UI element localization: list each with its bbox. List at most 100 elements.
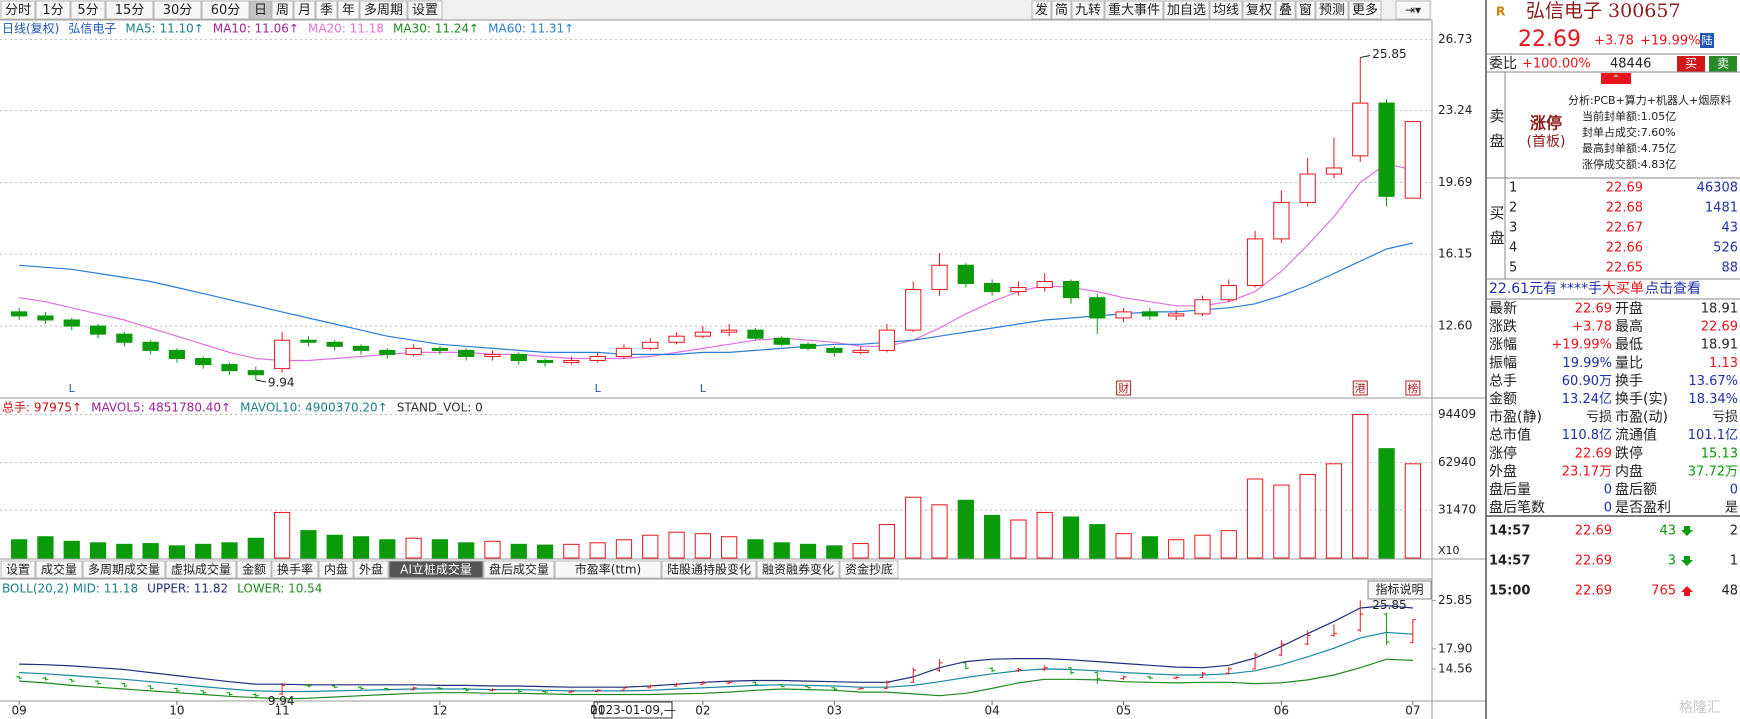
candle-body (1010, 287, 1027, 293)
indicator-tab[interactable] (236, 560, 272, 579)
candle-body (168, 349, 186, 359)
buy-button[interactable] (1677, 56, 1705, 72)
candle-body (1089, 297, 1106, 319)
low-annotation: 9.94 (268, 694, 295, 708)
candle-body (721, 329, 738, 333)
toolbar-button[interactable] (1315, 0, 1349, 20)
candle-body (142, 341, 159, 351)
toolbar-button[interactable] (1071, 0, 1105, 20)
seal-info: 最高封单额:4.75亿 (1582, 141, 1676, 155)
volume-bar (221, 542, 238, 559)
event-icon-box (1116, 380, 1132, 396)
indicator-tab-label: 内盘 (324, 562, 348, 577)
toolbar-button[interactable] (1104, 0, 1164, 20)
trade-price: 22.69 (1575, 584, 1612, 599)
candle-body (799, 343, 817, 349)
indicator-tab-label: 融资融券变化 (762, 562, 834, 577)
toolbar-button[interactable] (1031, 0, 1052, 20)
bid-price: 22.68 (1606, 201, 1643, 216)
toolbar-label: 更多 (1352, 2, 1378, 18)
toolbar-label: 15分 (115, 3, 145, 18)
toolbar-button[interactable] (1275, 0, 1296, 20)
indicator-tab[interactable] (35, 560, 83, 579)
indicator-tab[interactable] (165, 560, 237, 579)
toolbar-button[interactable] (1295, 0, 1316, 20)
toolbar-button[interactable] (1209, 0, 1243, 20)
volume-bar (905, 496, 922, 559)
toolbar-button[interactable] (293, 0, 316, 20)
toolbar-button[interactable] (1051, 0, 1072, 20)
toolbar-button[interactable] (359, 0, 408, 20)
indicator-tab[interactable] (554, 560, 662, 579)
indicator-tab[interactable] (82, 560, 166, 579)
event-marker: 港 (1355, 382, 1366, 395)
toolbar-button[interactable] (315, 0, 338, 20)
toolbar-button[interactable] (1242, 0, 1276, 20)
seal-info: 封单占成交:7.60% (1582, 125, 1676, 139)
candle-body (510, 353, 527, 362)
indicator-tab-label: 多周期成交量 (88, 562, 160, 577)
volume-bar (721, 536, 738, 559)
indicator-tab[interactable] (318, 560, 354, 579)
stat-value: 是 (1725, 501, 1738, 516)
toolbar-button[interactable] (249, 0, 272, 20)
toolbar-button[interactable] (153, 0, 202, 20)
toolbar-button[interactable] (105, 0, 154, 20)
indicator-tab[interactable] (839, 560, 899, 579)
collapse-icon: ⌃ (1612, 74, 1620, 85)
analysis: 分析:PCB+算力+机器人+烟原料 (1568, 93, 1731, 107)
toolbar-button[interactable] (407, 0, 443, 20)
sell-side-label: 卖盘 (1488, 108, 1506, 158)
trade-volume: 3 (1668, 554, 1676, 569)
y-tick-label: 19.69 (1438, 175, 1472, 189)
nav-button[interactable] (1395, 0, 1431, 20)
toolbar-button[interactable] (1163, 0, 1210, 20)
indicator-tab-label: 盘后成交量 (489, 562, 549, 577)
x-tick-label: 10 (169, 704, 184, 718)
stat-value: 13.67% (1688, 374, 1738, 389)
indicator-tab-label: 陆股通持股变化 (667, 562, 751, 577)
indicator-tab[interactable] (756, 560, 840, 579)
stat-label: 振幅 (1489, 355, 1517, 371)
volume-bar (116, 543, 133, 559)
indicator-tab[interactable] (0, 560, 36, 579)
y-tick-label: 17.90 (1438, 641, 1472, 655)
toolbar-button[interactable] (1348, 0, 1382, 20)
toolbar-label: 60分 (211, 3, 241, 18)
candle-body (37, 315, 54, 321)
big-order-text: 大买单 (1602, 281, 1644, 297)
toolbar-button[interactable] (337, 0, 360, 20)
toolbar-button[interactable] (271, 0, 294, 20)
indicator-tab[interactable] (483, 560, 555, 579)
indicator-tab-label: 设置 (6, 563, 30, 577)
sell-label: 卖 (1717, 57, 1729, 71)
indicator-help-button[interactable] (1367, 580, 1432, 600)
candle-body (221, 364, 238, 372)
toolbar-button[interactable] (35, 0, 71, 20)
indicator-tab[interactable] (353, 560, 389, 579)
volume-scale: X10 (1438, 544, 1460, 557)
candle-body (116, 333, 133, 343)
volume-bar (510, 543, 527, 559)
stat-label: 盘后量 (1489, 481, 1531, 498)
collapse-button[interactable] (1601, 73, 1631, 84)
indicator-tab[interactable] (661, 560, 757, 579)
toolbar-label: 简 (1055, 2, 1068, 18)
volume-bar (826, 545, 843, 559)
stat-value: 60.90万 (1562, 374, 1612, 389)
toolbar-label: 周 (276, 3, 289, 18)
volume-bar (458, 542, 475, 559)
toolbar-button[interactable] (201, 0, 250, 20)
candle-body (431, 347, 449, 351)
sell-button[interactable] (1709, 56, 1737, 72)
candle-body (63, 319, 80, 327)
toolbar-button[interactable] (0, 0, 36, 20)
indicator-tab[interactable] (388, 560, 484, 579)
trade-volume: 43 (1659, 524, 1676, 539)
event-marker: L (595, 382, 602, 395)
toolbar-button[interactable] (70, 0, 106, 20)
indicator-tab[interactable] (271, 560, 319, 579)
annotation-leader (1360, 55, 1371, 58)
